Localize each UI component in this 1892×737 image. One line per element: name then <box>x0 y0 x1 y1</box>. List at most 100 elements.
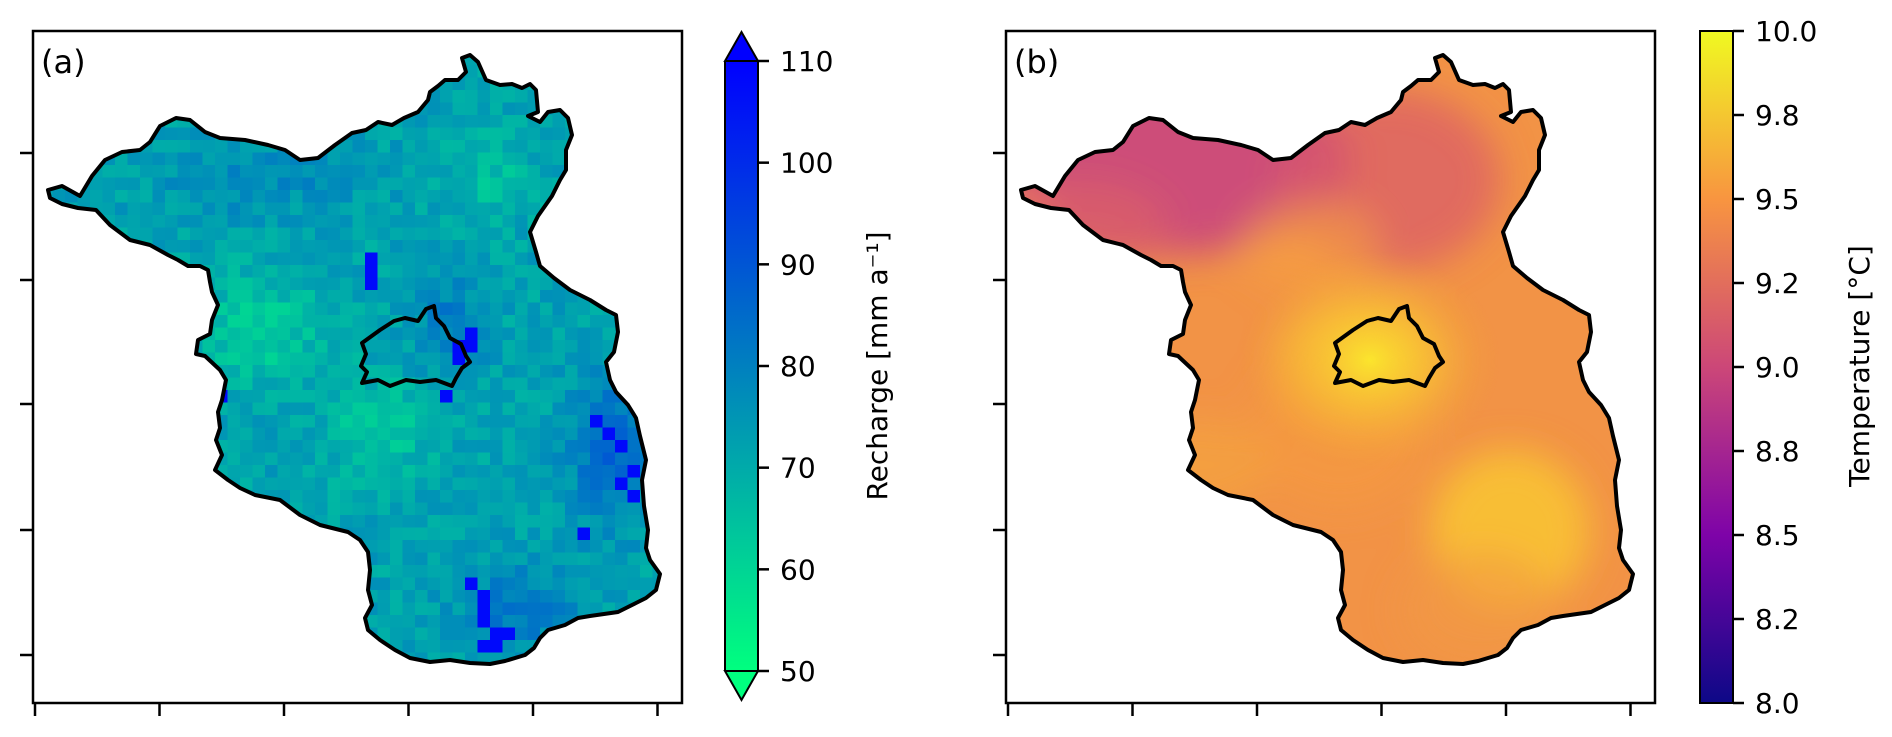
recharge-grid-cell <box>640 402 654 416</box>
recharge-grid-cell <box>215 77 229 91</box>
recharge-grid-cell <box>540 177 554 191</box>
recharge-grid-cell <box>427 227 441 241</box>
recharge-grid-cell <box>565 252 579 266</box>
recharge-grid-cell <box>577 440 591 454</box>
recharge-grid-cell <box>515 415 529 429</box>
recharge-grid-cell <box>490 227 504 241</box>
recharge-grid-cell <box>615 40 628 53</box>
recharge-grid-cell <box>552 252 566 266</box>
recharge-grid-cell <box>65 215 79 229</box>
recharge-grid-cell <box>577 165 591 179</box>
recharge-grid-cell <box>102 265 116 279</box>
recharge-grid-cell <box>140 202 154 216</box>
recharge-grid-cell <box>615 440 629 454</box>
recharge-grid-cell <box>127 627 141 641</box>
recharge-grid-cell <box>102 277 116 291</box>
recharge-grid-cell <box>628 678 641 691</box>
recharge-grid-cell <box>277 152 291 166</box>
recharge-grid-cell <box>52 415 66 429</box>
recharge-grid-cell <box>440 490 454 504</box>
recharge-grid-cell <box>490 190 504 204</box>
recharge-grid-cell <box>290 302 304 316</box>
recharge-grid-cell <box>152 640 166 654</box>
recharge-grid-cell <box>240 602 254 616</box>
recharge-grid-cell <box>265 77 279 91</box>
recharge-grid-cell <box>578 665 591 678</box>
recharge-grid-cell <box>452 590 466 604</box>
recharge-grid-cell <box>277 55 291 66</box>
recharge-grid-cell <box>427 202 441 216</box>
recharge-grid-cell <box>402 152 416 166</box>
recharge-grid-cell <box>502 540 516 554</box>
recharge-grid-cell <box>77 640 91 654</box>
recharge-grid-cell <box>665 515 678 528</box>
recharge-grid-cell <box>590 652 604 664</box>
recharge-grid-cell <box>665 253 678 266</box>
recharge-grid-cell <box>165 90 179 104</box>
recharge-grid-cell <box>152 427 166 441</box>
recharge-grid-cell <box>477 215 491 229</box>
recharge-grid-cell <box>90 640 104 654</box>
recharge-grid-cell <box>477 452 491 466</box>
recharge-grid-cell <box>240 365 254 379</box>
recharge-grid-cell <box>277 552 291 566</box>
recharge-grid-cell <box>365 315 379 329</box>
recharge-grid-cell <box>177 127 191 141</box>
recharge-grid-cell <box>665 540 678 553</box>
recharge-grid-cell <box>302 215 316 229</box>
recharge-grid-cell <box>615 127 629 141</box>
recharge-grid-cell <box>253 690 266 703</box>
recharge-grid-cell <box>265 515 279 529</box>
recharge-grid-cell <box>665 603 678 616</box>
recharge-grid-cell <box>53 665 66 678</box>
recharge-grid-cell <box>265 190 279 204</box>
recharge-grid-cell <box>590 77 604 91</box>
recharge-grid-cell <box>602 527 616 541</box>
recharge-grid-cell <box>615 115 629 129</box>
recharge-grid-cell <box>590 40 603 53</box>
recharge-grid-cell <box>352 652 366 664</box>
recharge-grid-cell <box>115 415 129 429</box>
recharge-grid-cell <box>265 102 279 116</box>
recharge-grid-cell <box>127 427 141 441</box>
recharge-grid-cell <box>77 140 91 154</box>
recharge-grid-cell <box>577 55 591 66</box>
recharge-grid-cell <box>77 152 91 166</box>
recharge-grid-cell <box>302 502 316 516</box>
recharge-grid-cell <box>340 452 354 466</box>
recharge-grid-cell <box>402 465 416 479</box>
recharge-grid-cell <box>627 55 641 66</box>
recharge-grid-cell <box>177 552 191 566</box>
recharge-grid-cell <box>140 602 154 616</box>
recharge-grid-cell <box>165 40 178 53</box>
recharge-grid-cell <box>152 152 166 166</box>
recharge-grid-cell <box>290 77 304 91</box>
recharge-grid-cell <box>665 403 678 416</box>
recharge-grid-cell <box>115 90 129 104</box>
recharge-grid-cell <box>477 302 491 316</box>
recharge-grid-cell <box>277 602 291 616</box>
recharge-grid-cell <box>165 678 178 691</box>
recharge-grid-cell <box>465 515 479 529</box>
recharge-grid-cell <box>240 678 253 691</box>
recharge-grid-cell <box>415 77 429 91</box>
recharge-grid-cell <box>102 390 116 404</box>
recharge-grid-cell <box>52 515 66 529</box>
recharge-grid-cell <box>127 640 141 654</box>
recharge-grid-cell <box>490 527 504 541</box>
recharge-grid-cell <box>565 227 579 241</box>
recharge-grid-cell <box>390 490 404 504</box>
recharge-grid-cell <box>640 665 653 678</box>
recharge-grid-cell <box>490 340 504 354</box>
recharge-grid-cell <box>602 427 616 441</box>
recharge-grid-cell <box>665 653 678 666</box>
recharge-grid-cell <box>490 678 503 691</box>
recharge-grid-cell <box>365 440 379 454</box>
recharge-grid-cell <box>552 527 566 541</box>
recharge-grid-cell <box>540 440 554 454</box>
recharge-grid-cell <box>390 240 404 254</box>
recharge-grid-cell <box>277 277 291 291</box>
recharge-grid-cell <box>265 477 279 491</box>
recharge-grid-cell <box>352 177 366 191</box>
recharge-grid-cell <box>340 65 354 79</box>
